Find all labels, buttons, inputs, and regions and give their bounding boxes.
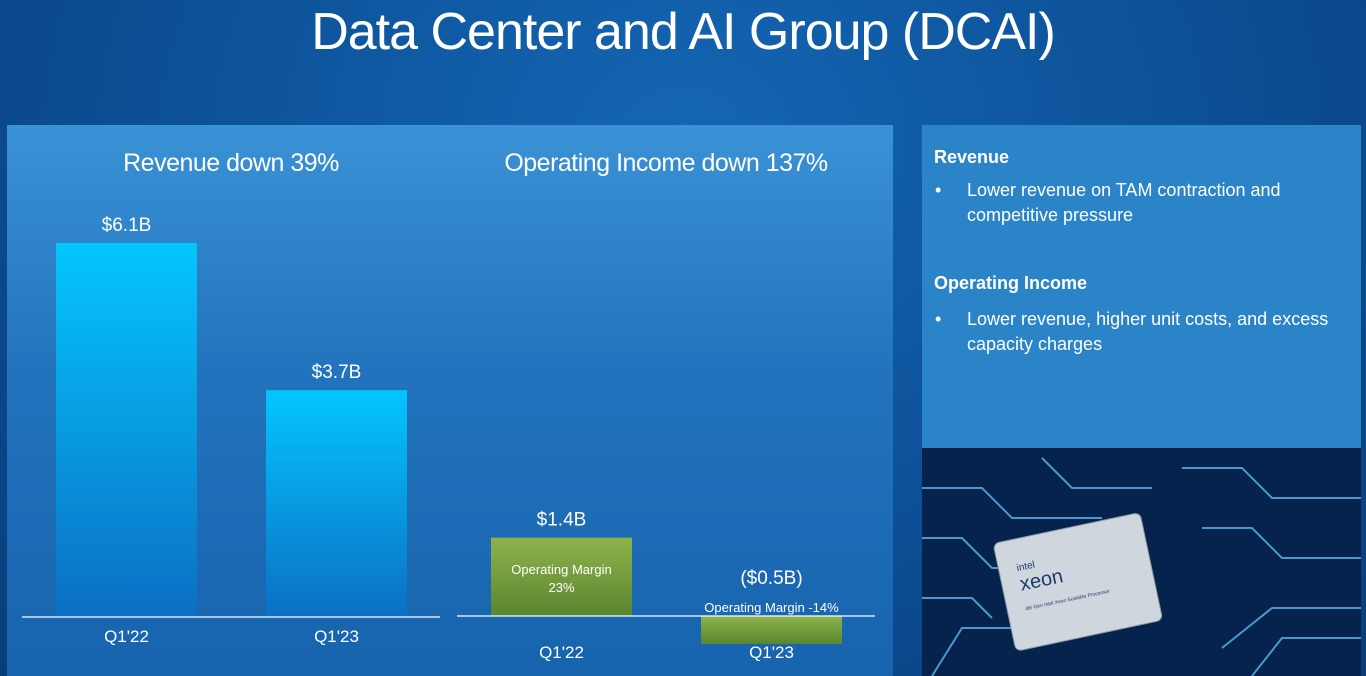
annotation: Operating Margin -14% bbox=[704, 600, 839, 615]
sidebar-heading: Revenue bbox=[934, 147, 1010, 167]
sidebar-bullet: Lower revenue, higher unit costs, and ex… bbox=[935, 307, 1337, 357]
value-label: $1.4B bbox=[537, 510, 587, 531]
value-label: $6.1B bbox=[102, 215, 152, 236]
value-label: $3.7B bbox=[312, 362, 362, 383]
annotation-text: Operating Margin 23% bbox=[511, 562, 612, 595]
slide-title: Data Center and AI Group (DCAI) bbox=[311, 3, 1056, 61]
chip-body bbox=[993, 513, 1163, 651]
value-label: ($0.5B) bbox=[740, 568, 802, 589]
chart-title: Revenue down 39% bbox=[123, 149, 339, 177]
sidebar-bullet: Lower revenue on TAM contraction and com… bbox=[935, 178, 1337, 228]
chip-brand: intel bbox=[1016, 560, 1036, 575]
chart-title: Operating Income down 137% bbox=[504, 149, 828, 177]
circuit-lines bbox=[922, 457, 1361, 676]
charts: $6.1B Q1'22 $3.7B Q1'23 $1.4B Q1'22 Operating … bbox=[56, 215, 842, 662]
bar bbox=[56, 243, 197, 617]
chip: intel xeon 4th Gen Intel Xeon Scalable P… bbox=[993, 513, 1163, 651]
x-tick-label: Q1'22 bbox=[539, 643, 584, 662]
x-tick-label: Q1'23 bbox=[314, 627, 359, 646]
sidebar-heading: Operating Income bbox=[934, 273, 1088, 293]
bar bbox=[266, 390, 407, 617]
sidebar: Revenue Lower revenue on TAM contraction… bbox=[922, 125, 1361, 448]
annotation: Operating Margin 23% bbox=[511, 562, 612, 595]
x-tick-label: Q1'22 bbox=[104, 627, 149, 646]
x-tick-label: Q1'23 bbox=[749, 643, 794, 662]
bar bbox=[491, 537, 632, 616]
bar bbox=[701, 616, 842, 644]
processor-image: intel xeon 4th Gen Intel Xeon Scalable P… bbox=[922, 448, 1361, 676]
